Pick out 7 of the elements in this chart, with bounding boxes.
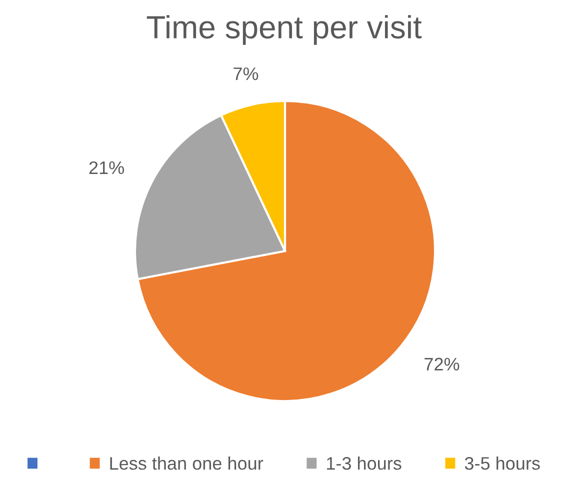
data-label: 21% <box>89 161 124 174</box>
data-label: 72% <box>424 358 460 371</box>
chart-title: Time spent per visit <box>146 15 422 45</box>
legend-label: Less than one hour <box>110 456 264 470</box>
legend-label: 1-3 hours <box>327 456 402 470</box>
data-label: 7% <box>234 67 258 80</box>
legend-label: 3-5 hours <box>464 456 540 470</box>
